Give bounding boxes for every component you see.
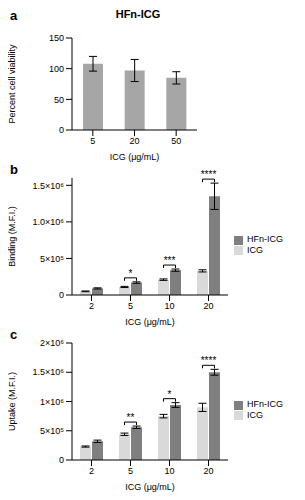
svg-text:Percent cell viability: Percent cell viability: [8, 44, 17, 124]
html-text:HFn-ICG: HFn-ICG: [247, 234, 283, 245]
svg-text:ICG (μg/mL): ICG (μg/mL): [125, 317, 175, 327]
svg-text:20: 20: [203, 301, 213, 311]
svg-text:Uptake (M.F.I.): Uptake (M.F.I.): [8, 372, 17, 431]
html-text:a: a: [10, 8, 18, 23]
svg-text:*: *: [129, 268, 133, 279]
svg-text:5×10⁵: 5×10⁵: [40, 426, 64, 436]
svg-text:0: 0: [59, 125, 64, 135]
svg-text:50: 50: [54, 95, 64, 105]
svg-text:*: *: [168, 389, 172, 400]
html-text:c: c: [10, 327, 18, 342]
svg-text:0: 0: [59, 455, 64, 465]
svg-text:1×10⁶: 1×10⁶: [40, 397, 64, 407]
html-text:HFn-ICG: HFn-ICG: [115, 8, 161, 20]
svg-text:****: ****: [201, 355, 217, 366]
svg-text:Binding (M.F.I.): Binding (M.F.I.): [8, 206, 17, 267]
svg-text:50: 50: [171, 136, 181, 146]
svg-text:10: 10: [164, 301, 174, 311]
svg-text:5×10⁵: 5×10⁵: [40, 254, 64, 264]
html-text:HFn-ICG: HFn-ICG: [247, 399, 283, 410]
svg-text:20: 20: [129, 136, 139, 146]
svg-text:***: ***: [164, 255, 176, 266]
svg-text:0: 0: [59, 290, 64, 300]
html-text:ICG: ICG: [247, 409, 263, 420]
svg-text:****: ****: [201, 169, 217, 180]
svg-text:1.5×10⁶: 1.5×10⁶: [33, 181, 65, 191]
svg-text:5: 5: [128, 301, 133, 311]
svg-text:5: 5: [90, 136, 95, 146]
svg-text:2: 2: [89, 301, 94, 311]
svg-text:**: **: [127, 412, 135, 423]
svg-text:1.5×10⁶: 1.5×10⁶: [33, 367, 65, 377]
html-text:ICG: ICG: [247, 244, 263, 255]
svg-text:150: 150: [49, 33, 64, 43]
svg-text:ICG (μg/mL): ICG (μg/mL): [110, 152, 160, 162]
svg-text:2: 2: [89, 466, 94, 476]
svg-text:100: 100: [49, 64, 64, 74]
svg-text:ICG (μg/mL): ICG (μg/mL): [125, 482, 175, 492]
svg-text:1.0×10⁶: 1.0×10⁶: [33, 217, 65, 227]
svg-text:10: 10: [164, 466, 174, 476]
html-text:b: b: [10, 162, 18, 177]
svg-text:20: 20: [203, 466, 213, 476]
svg-text:2×10⁶: 2×10⁶: [40, 338, 64, 348]
svg-text:5: 5: [128, 466, 133, 476]
